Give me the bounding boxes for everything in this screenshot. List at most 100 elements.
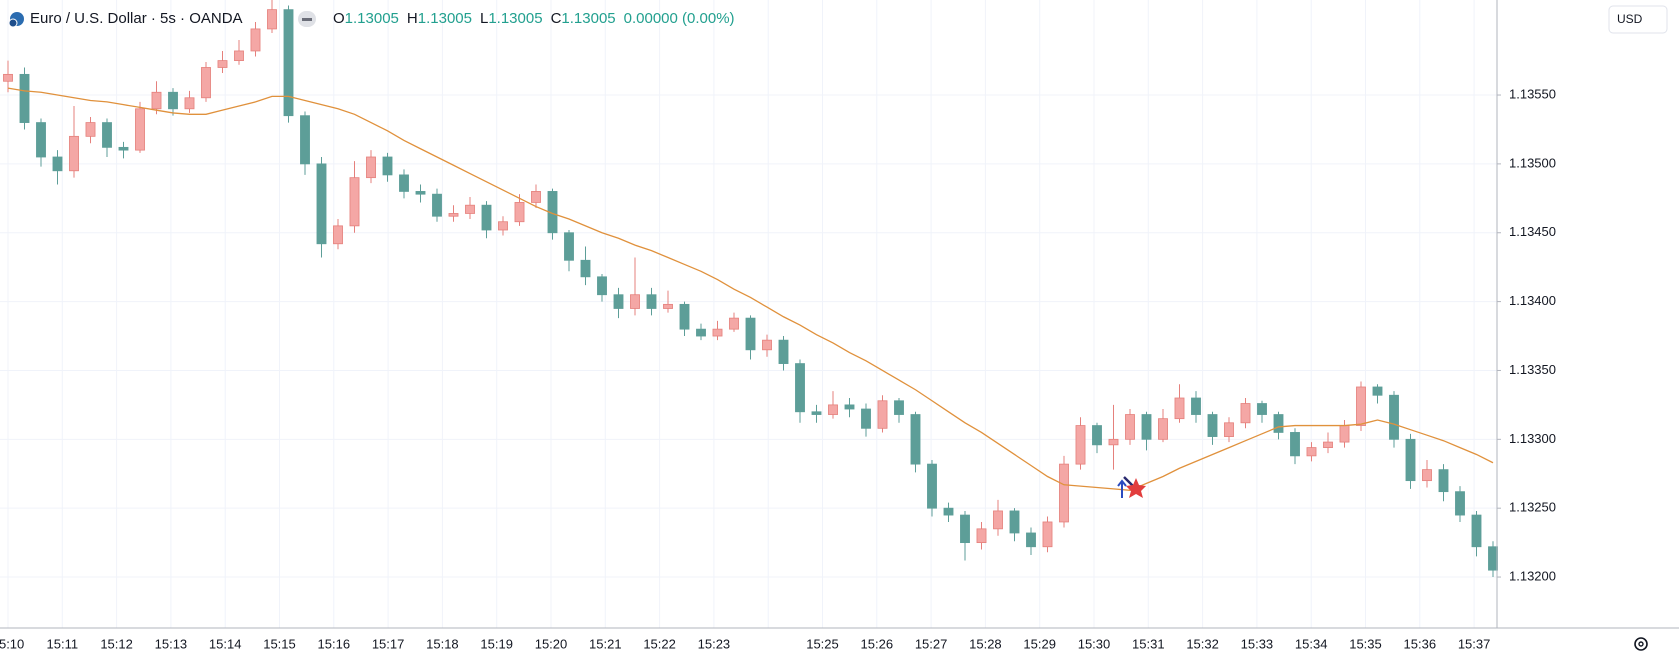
x-tick-label: 15:29: [1023, 636, 1056, 651]
candle-body: [382, 156, 393, 176]
candle-body: [316, 163, 327, 245]
candle-body: [1009, 510, 1020, 534]
ohlc-key: L: [480, 10, 488, 27]
candle-body: [976, 528, 987, 544]
x-tick-label: 15:17: [372, 636, 405, 651]
candle-body: [1290, 432, 1300, 457]
candle-body: [861, 408, 871, 429]
x-tick-label: 15:34: [1295, 636, 1328, 651]
x-tick-label: 15:13: [155, 636, 188, 651]
candle-body: [168, 91, 178, 110]
currency-button[interactable]: [1608, 5, 1668, 34]
candle-body: [300, 115, 310, 165]
ohlc-value: 1.13005: [345, 10, 399, 27]
candle-body: [52, 156, 63, 172]
x-tick-label: 15:31: [1132, 636, 1165, 651]
candle-body: [1323, 441, 1333, 448]
x-tick-label: 15:36: [1404, 636, 1437, 651]
candle-body: [613, 294, 624, 309]
candle-body: [1207, 414, 1218, 437]
buy-marker: [1117, 479, 1127, 498]
candle-body: [366, 156, 376, 179]
candle-body: [19, 73, 30, 123]
candle-body: [399, 174, 409, 192]
candle-body: [1389, 394, 1399, 440]
candle-body: [663, 303, 673, 309]
ohlc-key: H: [407, 10, 418, 27]
symbol-title[interactable]: Euro / U.S. Dollar · 5s · OANDA: [30, 10, 243, 27]
candle-body: [1257, 403, 1267, 415]
candle-body: [778, 339, 789, 364]
candle-body: [1438, 469, 1449, 493]
moving-average: [7, 87, 1494, 491]
ohlc-value: 1.13005: [488, 10, 542, 27]
candle-body: [349, 177, 360, 227]
y-tick-label: 1.13200: [1509, 568, 1556, 583]
x-tick-label: 15:32: [1186, 636, 1219, 651]
candle-body: [844, 404, 855, 410]
ohlc-value: 1.13005: [418, 10, 472, 27]
x-tick-label: 15:37: [1458, 636, 1491, 651]
time-axis: 15:10 15:11 15:12 15:13 15:14 15:15 15:16 15:17…: [0, 636, 1490, 651]
x-tick-label: 15:23: [698, 636, 731, 651]
x-tick-label: 15:22: [643, 636, 676, 651]
settings-button[interactable]: [1634, 637, 1648, 651]
price-axis: 1.13200 1.13250 1.13300 1.13350 1.13400 1.134…: [1497, 86, 1556, 583]
candle-body: [1240, 403, 1251, 424]
candle-body: [696, 328, 706, 337]
y-tick-label: 1.13400: [1509, 293, 1556, 308]
candle-body: [1455, 491, 1465, 516]
candle-body: [712, 328, 723, 337]
candle-body: [1141, 414, 1152, 440]
x-tick-label: 15:25: [806, 636, 839, 651]
candle-body: [1339, 425, 1350, 443]
candle-body: [283, 9, 294, 117]
x-tick-label: 15:30: [1078, 636, 1111, 651]
candle-body: [729, 317, 739, 330]
candle-body: [1306, 447, 1317, 457]
x-tick-label: 15:33: [1241, 636, 1274, 651]
settings-icon: [1638, 641, 1644, 647]
candle-body: [250, 28, 261, 52]
candle-body: [1356, 386, 1366, 426]
candle-body: [118, 146, 129, 151]
candle-body: [184, 97, 195, 110]
x-tick-label: 15:19: [480, 636, 513, 651]
candle-body: [877, 400, 888, 429]
x-tick-label: 15:16: [318, 636, 351, 651]
x-tick-label: 15:10: [0, 636, 24, 651]
candle-body: [201, 67, 211, 99]
candle-body: [960, 514, 970, 544]
candle-body: [630, 294, 640, 309]
y-tick-label: 1.13300: [1509, 431, 1556, 446]
y-tick-label: 1.13450: [1509, 224, 1556, 239]
x-tick-label: 15:28: [969, 636, 1002, 651]
candle-body: [1059, 463, 1069, 523]
candle-body: [448, 213, 459, 217]
candle-body: [1125, 414, 1135, 440]
candle-body: [1224, 422, 1234, 437]
candle-body: [234, 50, 244, 61]
candle-body: [333, 225, 343, 245]
collapse-icon: [302, 18, 312, 21]
candle-body: [1471, 514, 1482, 548]
y-tick-label: 1.13500: [1509, 155, 1556, 170]
candle-body: [580, 259, 591, 278]
y-tick-label: 1.13350: [1509, 362, 1556, 377]
ohlc-value: 1.13005: [561, 10, 615, 27]
x-tick-label: 15:27: [915, 636, 948, 651]
candle-body: [151, 91, 162, 110]
x-tick-label: 15:18: [426, 636, 459, 651]
candle-body: [1488, 546, 1498, 571]
x-tick-label: 15:20: [535, 636, 568, 651]
candle-body: [415, 191, 426, 195]
candle-body: [498, 221, 508, 231]
candle-body: [927, 463, 937, 509]
candle-body: [564, 232, 574, 261]
x-tick-label: 15:26: [861, 636, 894, 651]
candle-body: [646, 294, 657, 309]
candle-body: [514, 202, 525, 223]
candle-body: [1191, 397, 1201, 415]
x-tick-label: 15:11: [47, 636, 79, 651]
